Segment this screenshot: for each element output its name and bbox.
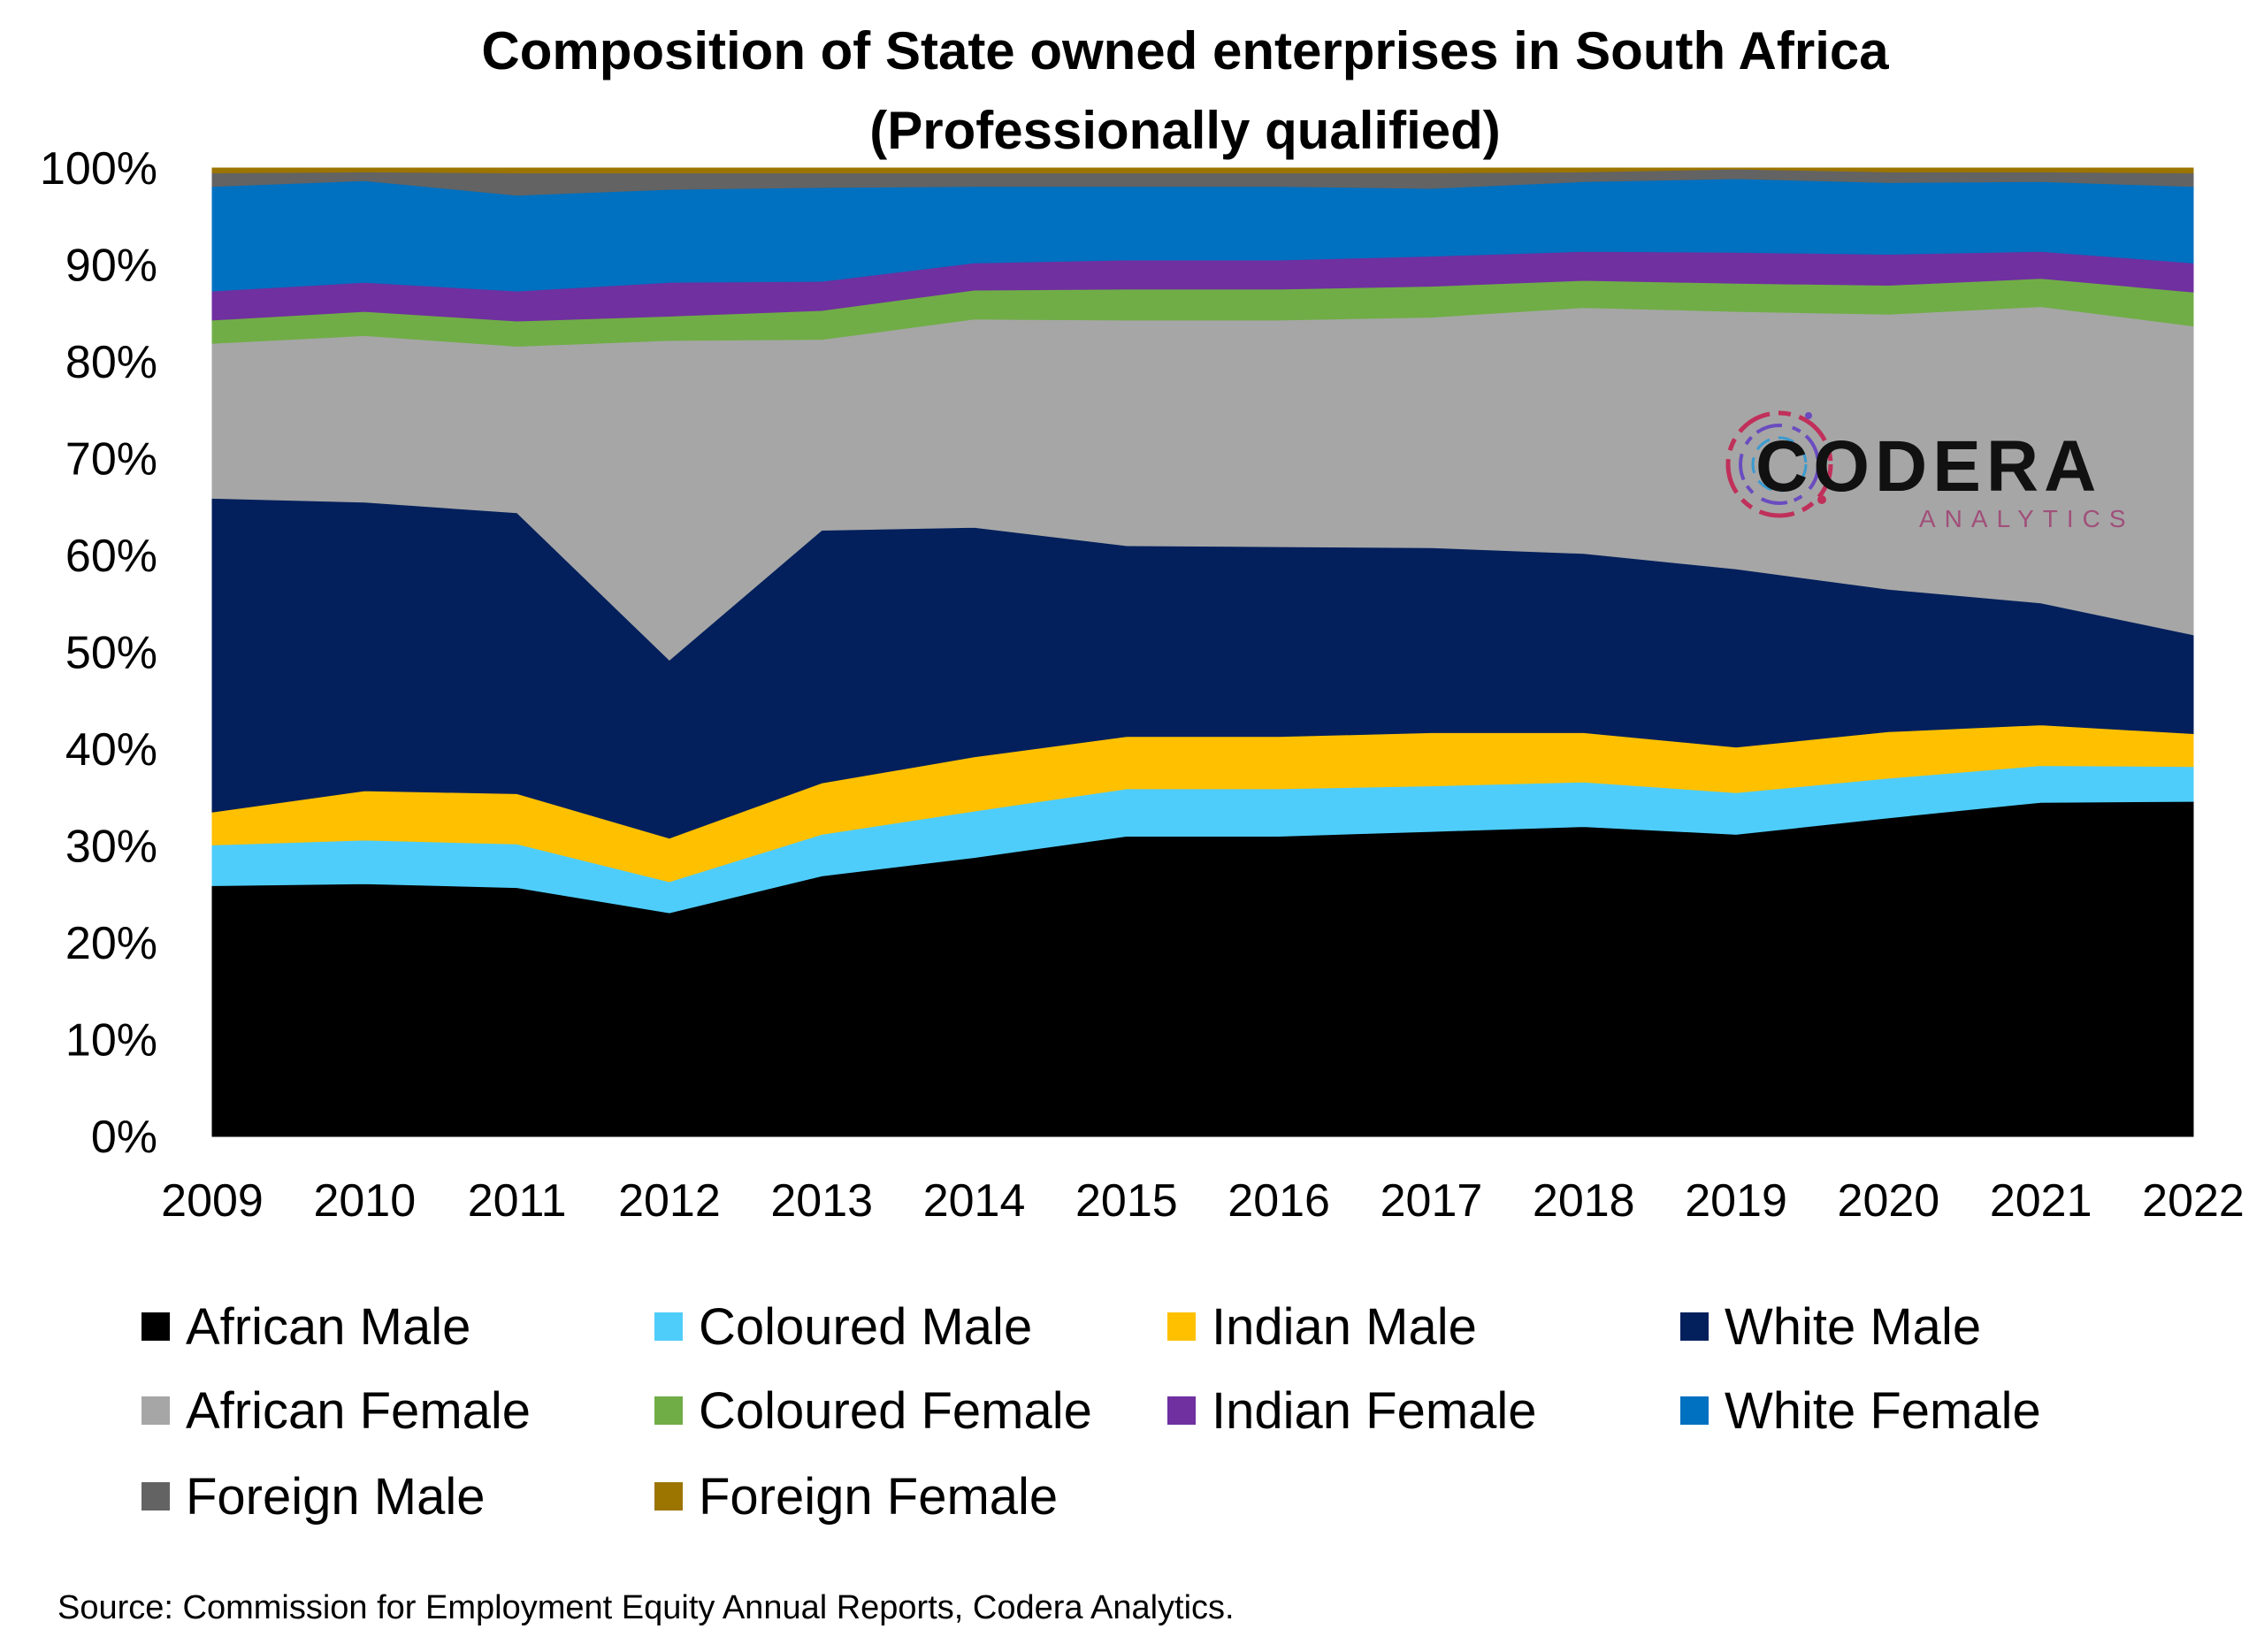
x-tick-label: 2010 xyxy=(313,1175,416,1227)
x-tick-label: 2009 xyxy=(161,1175,264,1227)
chart-title-line-1: Composition of State owned enterprises i… xyxy=(481,21,1889,80)
legend-item-white-female: White Female xyxy=(1680,1382,2041,1440)
x-tick-label: 2018 xyxy=(1533,1175,1635,1227)
legend-item-foreign-male: Foreign Male xyxy=(142,1468,485,1526)
x-tick-label: 2011 xyxy=(468,1175,567,1227)
legend-label: Indian Female xyxy=(1212,1382,1537,1440)
chart-title-line-2: (Professionally qualified) xyxy=(869,101,1500,160)
x-tick-label: 2017 xyxy=(1381,1175,1483,1227)
plot-area xyxy=(211,167,2194,1137)
y-axis: 0% 10% 20% 30% 40% 50% 60% 70% 80% 90% 100% xyxy=(40,143,157,1163)
legend-swatch xyxy=(1167,1312,1196,1341)
legend-item-indian-female: Indian Female xyxy=(1167,1382,1537,1440)
x-tick-label: 2021 xyxy=(1990,1175,2092,1227)
legend-label: Coloured Male xyxy=(699,1298,1032,1356)
y-tick-label: 100% xyxy=(40,143,157,195)
legend-label: Foreign Male xyxy=(186,1468,485,1526)
legend-swatch xyxy=(1680,1312,1709,1341)
x-tick-label: 2014 xyxy=(923,1175,1026,1227)
y-tick-label: 40% xyxy=(65,724,157,776)
y-tick-label: 0% xyxy=(91,1112,157,1163)
x-axis: 2009 2010 2011 2012 2013 2014 2015 2016 2017 2018… xyxy=(161,1175,2245,1227)
x-tick-label: 2020 xyxy=(1838,1175,1940,1227)
legend-item-coloured-female: Coloured Female xyxy=(654,1382,1092,1440)
legend-item-white-male: White Male xyxy=(1680,1298,1981,1356)
legend-label: African Male xyxy=(186,1298,470,1356)
x-tick-label: 2019 xyxy=(1685,1175,1787,1227)
legend-swatch xyxy=(1167,1396,1196,1425)
legend-item-african-female: African Female xyxy=(142,1382,531,1440)
legend-item-indian-male: Indian Male xyxy=(1167,1298,1477,1356)
legend-swatch xyxy=(142,1482,170,1511)
logo-subtitle: ANALYTICS xyxy=(1919,505,2135,532)
area-foreign-female xyxy=(211,167,2194,174)
x-tick-label: 2012 xyxy=(618,1175,721,1227)
y-tick-label: 80% xyxy=(65,337,157,388)
legend-label: Coloured Female xyxy=(699,1382,1092,1440)
x-tick-label: 2022 xyxy=(2142,1175,2245,1227)
legend-label: African Female xyxy=(186,1382,531,1440)
y-tick-label: 70% xyxy=(65,434,157,486)
logo-name: CODERA xyxy=(1755,426,2101,507)
y-tick-label: 90% xyxy=(65,241,157,292)
legend-item-coloured-male: Coloured Male xyxy=(654,1298,1032,1356)
legend-swatch xyxy=(654,1396,683,1425)
legend-swatch xyxy=(1680,1396,1709,1425)
legend-label: Foreign Female xyxy=(699,1468,1058,1526)
legend-swatch xyxy=(654,1482,683,1511)
legend-item-foreign-female: Foreign Female xyxy=(654,1468,1058,1526)
y-tick-label: 30% xyxy=(65,822,157,873)
legend-swatch xyxy=(142,1312,170,1341)
y-tick-label: 20% xyxy=(65,918,157,969)
x-tick-label: 2016 xyxy=(1228,1175,1330,1227)
legend-label: White Male xyxy=(1725,1298,1981,1356)
y-tick-label: 50% xyxy=(65,628,157,679)
legend-label: Indian Male xyxy=(1212,1298,1477,1356)
y-tick-label: 60% xyxy=(65,531,157,582)
circuit-ring-icon xyxy=(1725,410,1835,518)
x-tick-label: 2013 xyxy=(770,1175,873,1227)
legend-swatch xyxy=(654,1312,683,1341)
x-tick-label: 2015 xyxy=(1075,1175,1178,1227)
legend-item-african-male: African Male xyxy=(142,1298,470,1356)
legend-swatch xyxy=(142,1396,170,1425)
legend: African Male Coloured Male Indian Male Whit… xyxy=(142,1298,2041,1526)
codera-logo: CODERA ANALYTICS xyxy=(1725,410,2135,532)
legend-label: White Female xyxy=(1725,1382,2041,1440)
source-note: Source: Commission for Employment Equity… xyxy=(57,1589,1235,1626)
y-tick-label: 10% xyxy=(65,1015,157,1067)
